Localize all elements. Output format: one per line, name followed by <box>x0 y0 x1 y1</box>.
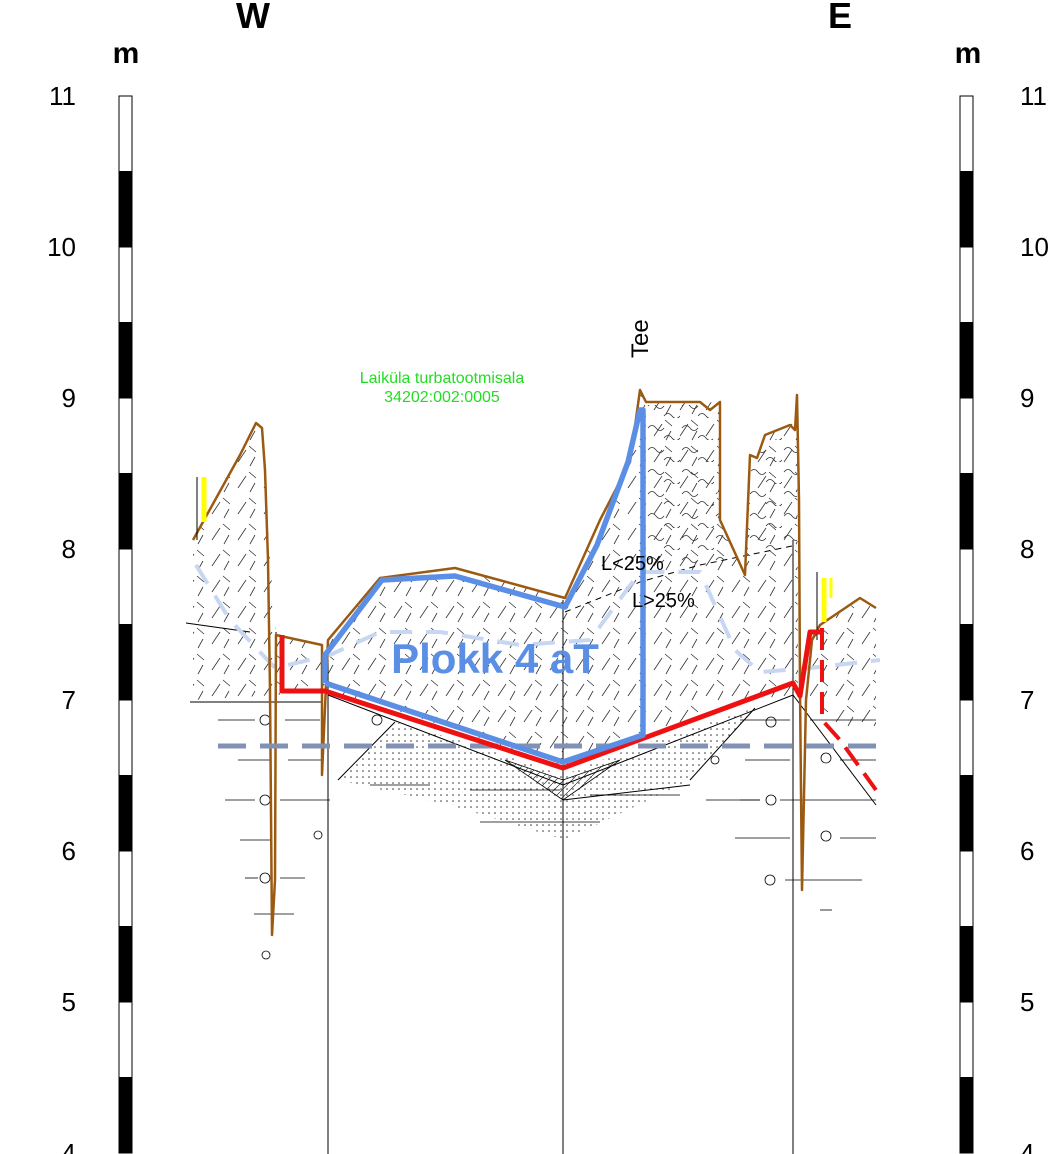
scale-segment <box>118 624 133 701</box>
scale-segment <box>118 95 133 172</box>
scale-segment <box>118 699 133 776</box>
scale-tick-label: 5 <box>62 987 76 1017</box>
scale-tick-label: 4 <box>1020 1138 1034 1154</box>
scale-segment <box>959 473 974 550</box>
scale-segment <box>118 171 133 248</box>
block-base-line-dashed <box>820 628 878 792</box>
scale-segment <box>959 775 974 852</box>
till-layer-marks <box>218 714 876 960</box>
water-level-markers <box>196 477 833 640</box>
scale-segment <box>118 775 133 852</box>
right-elevation-scale <box>959 95 974 1154</box>
upper-peat-layer <box>640 405 797 575</box>
scale-segment <box>959 548 974 625</box>
scale-tick-label: 8 <box>62 534 76 564</box>
scale-segment <box>118 322 133 399</box>
scale-tick-label: 10 <box>47 232 76 262</box>
east-label: E <box>828 0 852 36</box>
scale-segment <box>959 699 974 776</box>
lime-lt-label: L<25% <box>601 553 664 575</box>
parcel-name-label: Laiküla turbatootmisala <box>360 370 525 387</box>
left-scale-tick-labels: 11 10 9 8 7 6 5 4 <box>47 81 76 1154</box>
scale-segment <box>959 1001 974 1078</box>
scale-segment <box>959 850 974 927</box>
scale-segment <box>959 624 974 701</box>
scale-segment <box>959 397 974 474</box>
left-unit-label: m <box>113 37 140 70</box>
west-label: W <box>236 0 270 36</box>
scale-tick-label: 4 <box>62 1138 76 1154</box>
scale-segment <box>959 246 974 323</box>
clay-wedge <box>504 759 621 801</box>
scale-tick-label: 6 <box>62 836 76 866</box>
right-unit-label: m <box>955 37 982 70</box>
scale-segment <box>959 1077 974 1154</box>
scale-tick-label: 7 <box>1020 685 1034 715</box>
scale-segment <box>118 1001 133 1078</box>
scale-segment <box>118 397 133 474</box>
scale-tick-label: 7 <box>62 685 76 715</box>
parcel-id-label: 34202:002:0005 <box>384 389 500 406</box>
block-label: Plokk 4 aT <box>391 635 599 682</box>
scale-segment <box>959 95 974 172</box>
scale-tick-label: 10 <box>1020 232 1049 262</box>
left-elevation-scale <box>118 95 133 1154</box>
scale-segment <box>118 1077 133 1154</box>
road-label: Tee <box>627 319 654 358</box>
right-scale-tick-labels: 11 10 9 8 7 6 5 4 <box>1020 81 1049 1154</box>
ground-surface-line <box>191 388 877 937</box>
scale-tick-label: 11 <box>1020 81 1047 111</box>
scale-tick-label: 9 <box>1020 383 1034 413</box>
lime-gt-label: L>25% <box>632 590 695 612</box>
scale-segment <box>118 246 133 323</box>
scale-tick-label: 6 <box>1020 836 1034 866</box>
scale-segment <box>959 926 974 1003</box>
scale-segment <box>118 926 133 1003</box>
block-base-line <box>279 629 820 771</box>
block-outline <box>322 407 646 765</box>
scale-segment <box>959 171 974 248</box>
scale-tick-label: 11 <box>49 81 76 111</box>
scale-segment <box>118 473 133 550</box>
lime-boundary <box>564 544 798 613</box>
scale-tick-label: 9 <box>62 383 76 413</box>
scale-tick-label: 8 <box>1020 534 1034 564</box>
scale-segment <box>959 322 974 399</box>
scale-segment <box>118 548 133 625</box>
scale-segment <box>118 850 133 927</box>
scale-tick-label: 5 <box>1020 987 1034 1017</box>
